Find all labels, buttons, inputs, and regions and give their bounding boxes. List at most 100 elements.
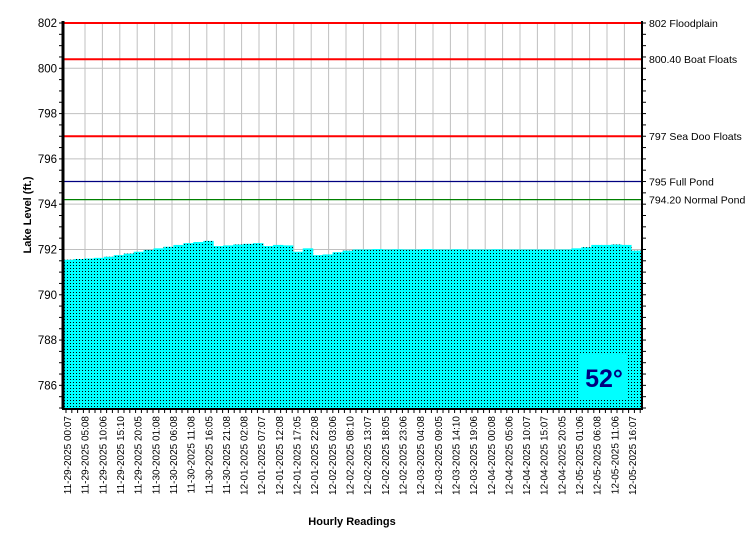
- level-bar: [571, 248, 582, 408]
- x-tick-label: 12-03-2025 14:10: [451, 416, 462, 495]
- level-bar: [93, 257, 105, 408]
- level-bar: [521, 249, 533, 408]
- x-tick-label: 12-04-2025 20:05: [557, 416, 568, 495]
- level-bar: [631, 250, 642, 408]
- y-tick-label: 786: [38, 380, 57, 392]
- level-bar: [64, 259, 75, 408]
- level-bar: [392, 249, 403, 408]
- y-tick-label: 796: [38, 154, 57, 166]
- x-tick-label: 12-05-2025 01:06: [575, 416, 586, 495]
- level-bar: [352, 249, 363, 408]
- y-tick-label: 792: [38, 244, 57, 256]
- x-tick-label: 11-29-2025 00:07: [63, 416, 74, 495]
- level-bar: [173, 244, 184, 408]
- level-bar: [272, 244, 284, 408]
- y-tick-label: 798: [38, 109, 57, 121]
- level-area: [64, 240, 642, 408]
- level-bar: [591, 244, 602, 408]
- y-axis-title: Lake Level (ft.): [22, 176, 34, 253]
- x-tick-label: 12-02-2025 18:05: [381, 416, 392, 495]
- x-tick-label: 12-05-2025 06:08: [593, 416, 604, 495]
- level-bar: [282, 245, 294, 408]
- level-bar: [103, 256, 115, 408]
- level-bar: [422, 249, 433, 408]
- x-tick-label: 11-29-2025 20:05: [134, 416, 145, 495]
- level-bar: [491, 249, 503, 408]
- x-tick-label: 11-30-2025 21:08: [222, 416, 233, 495]
- x-tick-label: 12-02-2025 08:10: [346, 416, 357, 495]
- reference-label: 795 Full Pond: [649, 177, 714, 189]
- y-tick-label: 788: [38, 335, 57, 347]
- level-bar: [322, 254, 334, 408]
- level-bar: [342, 250, 353, 408]
- x-tick-label: 11-30-2025 16:05: [204, 416, 215, 495]
- level-bar: [481, 249, 493, 408]
- x-tick-label: 12-01-2025 22:08: [310, 416, 321, 495]
- level-bar: [302, 248, 314, 408]
- level-bar: [163, 246, 174, 408]
- level-bar: [442, 249, 453, 408]
- level-bar: [243, 243, 254, 408]
- x-tick-label: 12-03-2025 09:05: [434, 416, 445, 495]
- level-bar: [292, 251, 304, 408]
- level-bar: [461, 249, 473, 408]
- y-tick-label: 802: [38, 18, 57, 30]
- level-bar: [362, 249, 373, 408]
- x-tick-label: 11-29-2025 15:10: [116, 416, 127, 495]
- x-tick-label: 11-29-2025 05:08: [81, 416, 92, 495]
- y-tick-label: 790: [38, 290, 57, 302]
- x-tick-label: 12-04-2025 00:08: [487, 416, 498, 495]
- level-bar: [611, 244, 622, 408]
- x-tick-label: 12-01-2025 12:08: [275, 416, 286, 495]
- level-bar: [223, 245, 234, 408]
- x-tick-label: 11-29-2025 10:06: [98, 416, 109, 495]
- reference-label: 800.40 Boat Floats: [649, 54, 737, 66]
- level-bar: [621, 244, 632, 408]
- level-bar: [262, 246, 274, 408]
- level-bar: [213, 246, 224, 408]
- level-bar: [451, 249, 463, 408]
- x-tick-label: 12-03-2025 19:06: [469, 416, 480, 495]
- temperature-box: [580, 355, 628, 398]
- level-bar: [332, 252, 344, 408]
- level-bar: [143, 249, 155, 408]
- level-bar: [561, 249, 572, 408]
- y-tick-label: 800: [38, 63, 57, 75]
- x-tick-label: 12-04-2025 10:07: [522, 416, 533, 495]
- x-tick-label: 12-05-2025 11:06: [610, 416, 621, 495]
- level-bar: [73, 258, 85, 408]
- x-tick-label: 12-05-2025 16:07: [628, 416, 639, 495]
- level-bar: [382, 249, 393, 408]
- x-tick-label: 12-04-2025 05:06: [504, 416, 515, 495]
- level-bar: [581, 247, 592, 408]
- x-tick-label: 12-04-2025 15:07: [540, 416, 551, 495]
- level-bar: [312, 255, 324, 408]
- x-tick-label: 12-03-2025 04:08: [416, 416, 427, 495]
- level-bar: [193, 241, 204, 408]
- level-bar: [113, 255, 125, 408]
- x-tick-labels: 11-29-2025 00:07 11-29-2025 05:08 11-29-20…: [63, 416, 639, 495]
- x-tick-label: 11-30-2025 06:08: [169, 416, 180, 495]
- temperature-label: 52°: [585, 365, 623, 393]
- level-bar: [203, 240, 214, 408]
- level-bar: [412, 249, 423, 408]
- axes: [59, 21, 646, 413]
- level-bar: [123, 253, 135, 408]
- x-tick-label: 12-02-2025 23:06: [398, 416, 409, 495]
- y-tick-label: 794: [38, 199, 58, 211]
- x-tick-label: 11-30-2025 01:08: [151, 416, 162, 495]
- level-bar: [183, 243, 194, 408]
- level-bar: [551, 249, 562, 408]
- level-bar: [233, 244, 244, 408]
- reference-label: 802 Floodplain: [649, 18, 718, 30]
- x-tick-label: 12-02-2025 03:06: [328, 416, 339, 495]
- level-bar: [253, 243, 264, 408]
- level-bar: [372, 249, 383, 408]
- level-bar: [531, 249, 543, 408]
- level-bar: [511, 249, 523, 408]
- level-bar: [432, 249, 443, 408]
- level-bar: [541, 249, 552, 408]
- x-tick-label: 12-01-2025 02:08: [240, 416, 251, 495]
- reference-label: 797 Sea Doo Floats: [649, 131, 742, 143]
